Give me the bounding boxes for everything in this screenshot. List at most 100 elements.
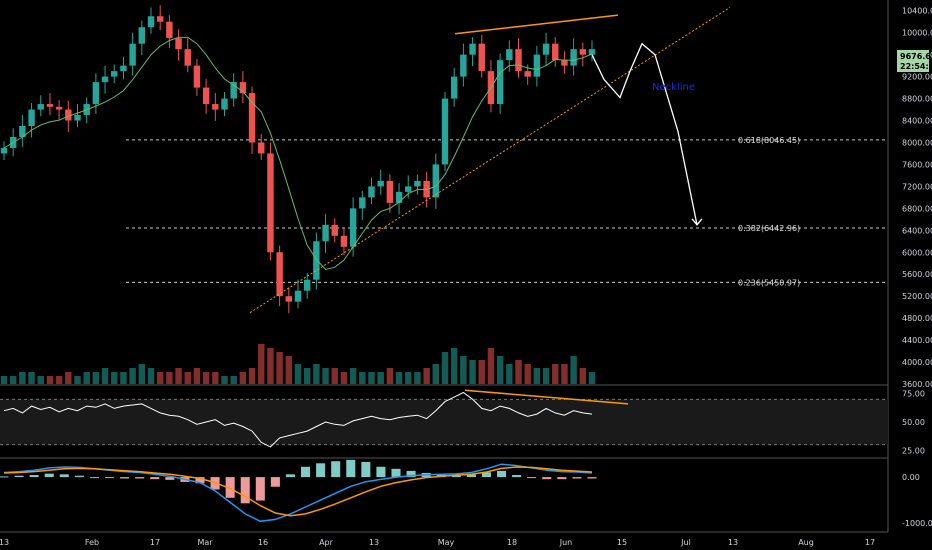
volume-bar [248, 368, 256, 384]
volume-bar [322, 368, 329, 384]
volume-bar [37, 376, 44, 384]
macd-histogram-bar [542, 477, 552, 480]
x-tick-label: 17 [150, 538, 160, 547]
candle-body [313, 241, 320, 280]
candle-body [175, 38, 182, 50]
candle-body [129, 43, 136, 66]
macd-histogram-bar [74, 475, 84, 478]
candle-body [552, 43, 559, 61]
macd-histogram-bar [316, 463, 326, 478]
volume-bar [184, 372, 191, 384]
candle-body [230, 82, 237, 99]
volume-bar [166, 372, 173, 384]
candle-body [579, 49, 587, 55]
candle-body [460, 54, 467, 77]
volume-bar [414, 372, 421, 384]
volume-bar [258, 344, 265, 384]
y-tick-label: 7600.00 [902, 160, 932, 169]
x-tick-label: 13 [369, 538, 379, 547]
rsi-tick-label: 50.00 [902, 418, 925, 427]
volume-bar [570, 356, 577, 384]
y-tick-label: 4800.00 [902, 314, 932, 323]
volume-bar [377, 372, 384, 384]
rsi-divergence-line [464, 389, 629, 405]
volume-bar [129, 368, 136, 384]
y-tick-label: 4400.00 [902, 336, 932, 345]
volume-bar [469, 360, 476, 384]
volume-bar [83, 372, 90, 384]
candle-body [267, 153, 274, 253]
macd-histogram-bar [572, 477, 582, 479]
candle-body [377, 180, 384, 187]
candle-body [202, 87, 210, 105]
volume-bar [487, 348, 495, 384]
volume-bar [588, 372, 596, 384]
current-price-value: 9676.65 [900, 52, 932, 61]
candle-body [248, 93, 256, 143]
macd-tick-label: -1000.00 [902, 519, 932, 528]
candle-body [55, 106, 63, 110]
fib-label: 0.382(6442.96) [738, 224, 800, 233]
candle-body [65, 109, 72, 121]
candle-body [111, 71, 118, 77]
volume-bar [239, 372, 247, 384]
candle-body [322, 224, 329, 242]
volume-bar [46, 376, 54, 384]
volume-bar [147, 368, 155, 384]
candle-body [561, 60, 568, 66]
candle-body [469, 43, 476, 55]
macd-histogram-bar [497, 470, 507, 478]
volume-bar [303, 368, 311, 384]
volume-bar [156, 372, 164, 384]
x-tick-label: 15 [617, 538, 627, 547]
moving-average-line [3, 36, 593, 271]
candle-body [450, 76, 458, 99]
candle-body [258, 142, 265, 154]
y-tick-label: 5600.00 [902, 270, 932, 279]
candle-body [533, 54, 541, 77]
candle-body [359, 197, 366, 209]
volume-bar [92, 372, 100, 384]
candle-body [239, 82, 247, 94]
candle-body [386, 180, 394, 203]
y-tick-label: 4000.00 [902, 358, 932, 367]
volume-bar [524, 364, 531, 384]
candle-body [340, 235, 348, 247]
countdown-value: 22:54:37 [900, 62, 932, 71]
x-tick-label: Jul [680, 538, 691, 547]
macd-tick-label: 0.00 [902, 473, 920, 482]
x-tick-label: 17 [865, 538, 875, 547]
macd-histogram-bar [165, 477, 175, 480]
volume-bar [395, 372, 403, 384]
rsi-tick-label: 25.00 [902, 446, 925, 455]
volume-bar [496, 356, 504, 384]
candle-body [46, 104, 54, 107]
volume-bar [111, 372, 118, 384]
candle-body [166, 21, 173, 39]
volume-bar [138, 364, 146, 384]
volume-bar [359, 372, 366, 384]
candle-body [515, 49, 522, 72]
volume-bar [193, 368, 201, 384]
macd-histogram-bar [391, 468, 401, 478]
candle-body [212, 104, 219, 110]
y-tick-label: 7200.00 [902, 182, 932, 191]
macd-histogram-bar [331, 461, 341, 478]
volume-bar [120, 372, 127, 384]
volume-bar [221, 376, 228, 384]
volume-bar [441, 352, 449, 384]
rsi-band [0, 399, 888, 445]
candle-body [19, 126, 26, 137]
candle-body [478, 43, 485, 72]
volume-bar [450, 348, 458, 384]
fib-label: 0.618(8046.45) [738, 136, 800, 145]
projection-arrow-icon [691, 218, 703, 226]
volume-bar [276, 352, 283, 384]
macd-histogram-bar [587, 477, 597, 479]
volume-bar [65, 372, 72, 384]
volume-bar [340, 372, 348, 384]
volume-bar [478, 360, 485, 384]
macd-histogram-bar [301, 466, 311, 478]
candle-body [193, 65, 201, 88]
candle-body [331, 224, 338, 236]
